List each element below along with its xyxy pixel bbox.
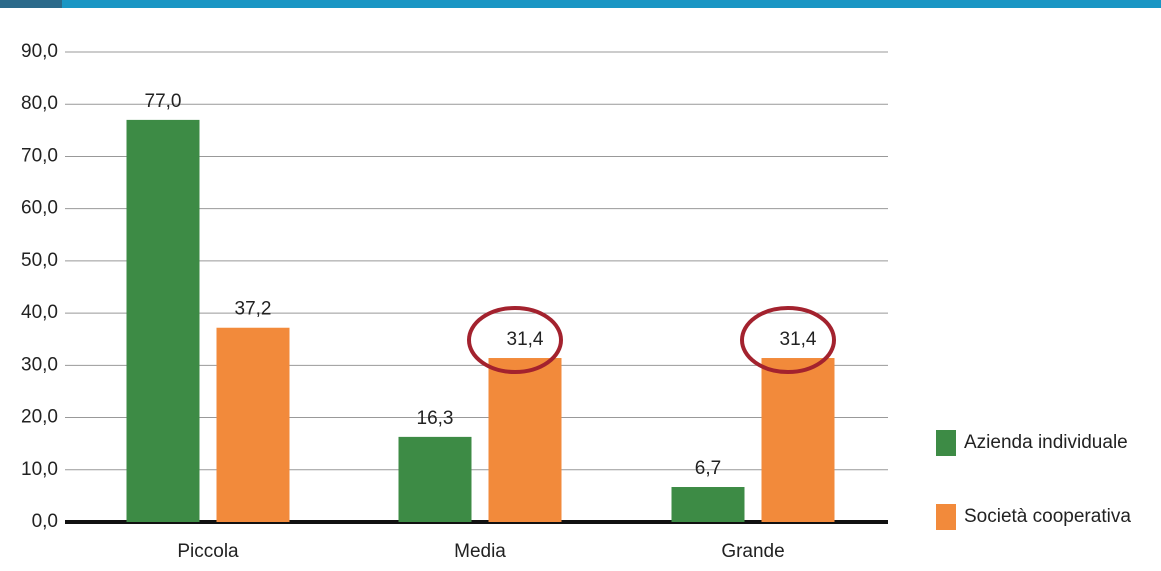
y-tick-label: 70,0 (21, 145, 58, 166)
y-tick-label: 60,0 (21, 198, 58, 219)
y-tick-label: 50,0 (21, 250, 58, 271)
highlight-circle (740, 306, 836, 375)
value-label: 37,2 (235, 299, 272, 320)
x-tick-label: Piccola (177, 541, 239, 562)
y-tick-label: 80,0 (21, 93, 58, 114)
x-tick-label: Media (454, 541, 506, 562)
value-label: 31,4 (780, 329, 817, 350)
value-label: 16,3 (417, 408, 454, 429)
highlight-circle (467, 306, 563, 375)
value-label: 77,0 (145, 91, 182, 112)
bar (216, 327, 290, 522)
y-tick-label: 10,0 (21, 459, 58, 480)
bar (761, 358, 835, 522)
bar (126, 119, 200, 522)
y-tick-label: 30,0 (21, 354, 58, 375)
value-label: 31,4 (507, 329, 544, 350)
y-tick-label: 20,0 (21, 407, 58, 428)
bar (671, 487, 745, 522)
bar (398, 436, 472, 522)
top-bar (0, 0, 1161, 8)
y-tick-label: 40,0 (21, 302, 58, 323)
legend-swatch (936, 504, 956, 530)
legend-label: Azienda individuale (964, 432, 1128, 453)
y-tick-label: 90,0 (21, 41, 58, 62)
legend-label: Società cooperativa (964, 506, 1131, 527)
y-tick-label: 0,0 (32, 511, 58, 532)
bar (488, 358, 562, 522)
top-bar-tab (0, 0, 62, 8)
x-tick-label: Grande (721, 541, 784, 562)
value-label: 6,7 (695, 458, 721, 479)
legend-swatch (936, 430, 956, 456)
